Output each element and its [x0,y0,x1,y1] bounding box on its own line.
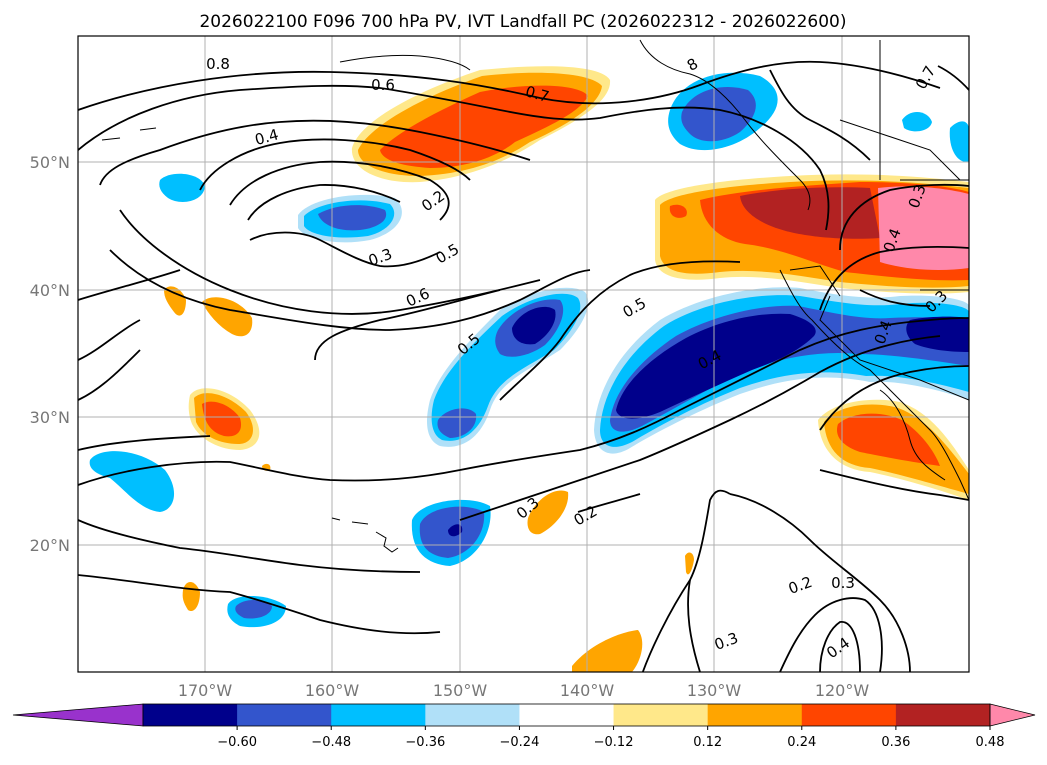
colorbar-tick-label: 0.36 [881,735,910,750]
lon-label: 130°W [687,681,742,700]
lon-label: 150°W [433,681,488,700]
colorbar-segment [331,704,426,726]
map-frame [77,35,970,673]
colorbar-tick-label: 0.12 [693,735,722,750]
colorbar-segment [237,704,332,726]
colorbar-tick-label: −0.24 [500,735,540,750]
colorbar-extend-low [12,703,144,727]
colorbar-tick-label: −0.48 [311,735,351,750]
colorbar-tick-label: 0.24 [787,735,816,750]
gridlines [78,36,969,672]
negative-anomaly-main-band [594,287,969,454]
colorbar-segment [895,704,991,726]
contour-label: 0.8 [206,55,230,73]
colorbar-segment [143,704,238,726]
lon-label: 170°W [178,681,233,700]
colorbar-segment [801,704,897,726]
longitude-labels: 170°W 160°W 150°W 140°W 130°W 120°W [178,681,870,700]
positive-anomaly-pacific-northwest [655,174,969,294]
colorbar-extend-high [989,703,1036,727]
lon-label: 120°W [815,681,870,700]
pv-contours [78,60,969,672]
coastlines [101,39,969,553]
map-panel: 0.8 0.6 0.7 0.4 0.2 0.3 0.5 0.6 0.5 0.5 … [77,35,970,673]
colorbar-segment [613,704,709,726]
colorbar-tick-label: −0.12 [594,735,634,750]
colorbar-tick-label: 0.48 [976,735,1005,750]
contour-label: 0.6 [371,76,395,94]
contour-label: 0.4 [253,125,281,149]
colorbar-segment [707,704,803,726]
lat-label: 30°N [30,408,70,427]
lat-label: 40°N [30,281,70,300]
colorbar-segment [519,704,615,726]
contour-label: 0.7 [523,82,551,106]
figure-title: 2026022100 F096 700 hPa PV, IVT Landfall… [199,12,846,32]
colorbar: −0.60 −0.48 −0.36 −0.24 −0.12 0.12 0.24 0.36 0.4… [12,703,1036,750]
latitude-labels: 50°N 40°N 30°N 20°N [30,153,70,555]
colorbar-tick-label: −0.36 [405,735,445,750]
colorbar-outline [142,703,991,727]
shaded-field [89,66,969,672]
negative-anomaly-low-center [298,194,402,243]
lon-label: 160°W [305,681,360,700]
negative-anomaly-central [427,287,589,447]
contour-label: 0.3 [831,574,855,592]
lat-label: 20°N [30,536,70,555]
colorbar-tick-label: −0.60 [217,735,257,750]
colorbar-segment [425,704,520,726]
lat-label: 50°N [30,153,70,172]
lon-label: 140°W [560,681,615,700]
